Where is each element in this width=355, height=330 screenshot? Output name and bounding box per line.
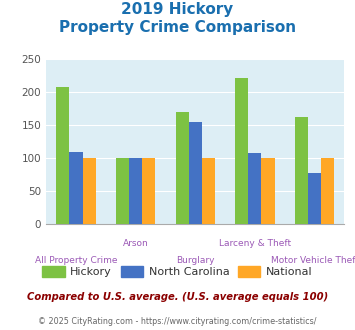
- Bar: [82, 158, 95, 224]
- Text: 2019 Hickory: 2019 Hickory: [121, 2, 234, 16]
- Text: Compared to U.S. average. (U.S. average equals 100): Compared to U.S. average. (U.S. average …: [27, 292, 328, 302]
- Text: Burglary: Burglary: [176, 256, 214, 265]
- Text: Larceny & Theft: Larceny & Theft: [219, 239, 291, 248]
- Bar: [295, 117, 308, 224]
- Bar: [176, 112, 189, 224]
- Text: Arson: Arson: [123, 239, 148, 248]
- Bar: [202, 158, 215, 224]
- Bar: [142, 158, 155, 224]
- Bar: [261, 158, 274, 224]
- Bar: [56, 87, 70, 224]
- Bar: [129, 158, 142, 224]
- Bar: [248, 153, 261, 224]
- Bar: [235, 78, 248, 224]
- Legend: Hickory, North Carolina, National: Hickory, North Carolina, National: [38, 261, 317, 281]
- Bar: [70, 152, 82, 224]
- Text: Property Crime Comparison: Property Crime Comparison: [59, 20, 296, 35]
- Text: All Property Crime: All Property Crime: [35, 256, 117, 265]
- Bar: [321, 158, 334, 224]
- Text: © 2025 CityRating.com - https://www.cityrating.com/crime-statistics/: © 2025 CityRating.com - https://www.city…: [38, 317, 317, 326]
- Bar: [308, 173, 321, 224]
- Bar: [189, 122, 202, 224]
- Bar: [116, 158, 129, 224]
- Text: Motor Vehicle Theft: Motor Vehicle Theft: [271, 256, 355, 265]
